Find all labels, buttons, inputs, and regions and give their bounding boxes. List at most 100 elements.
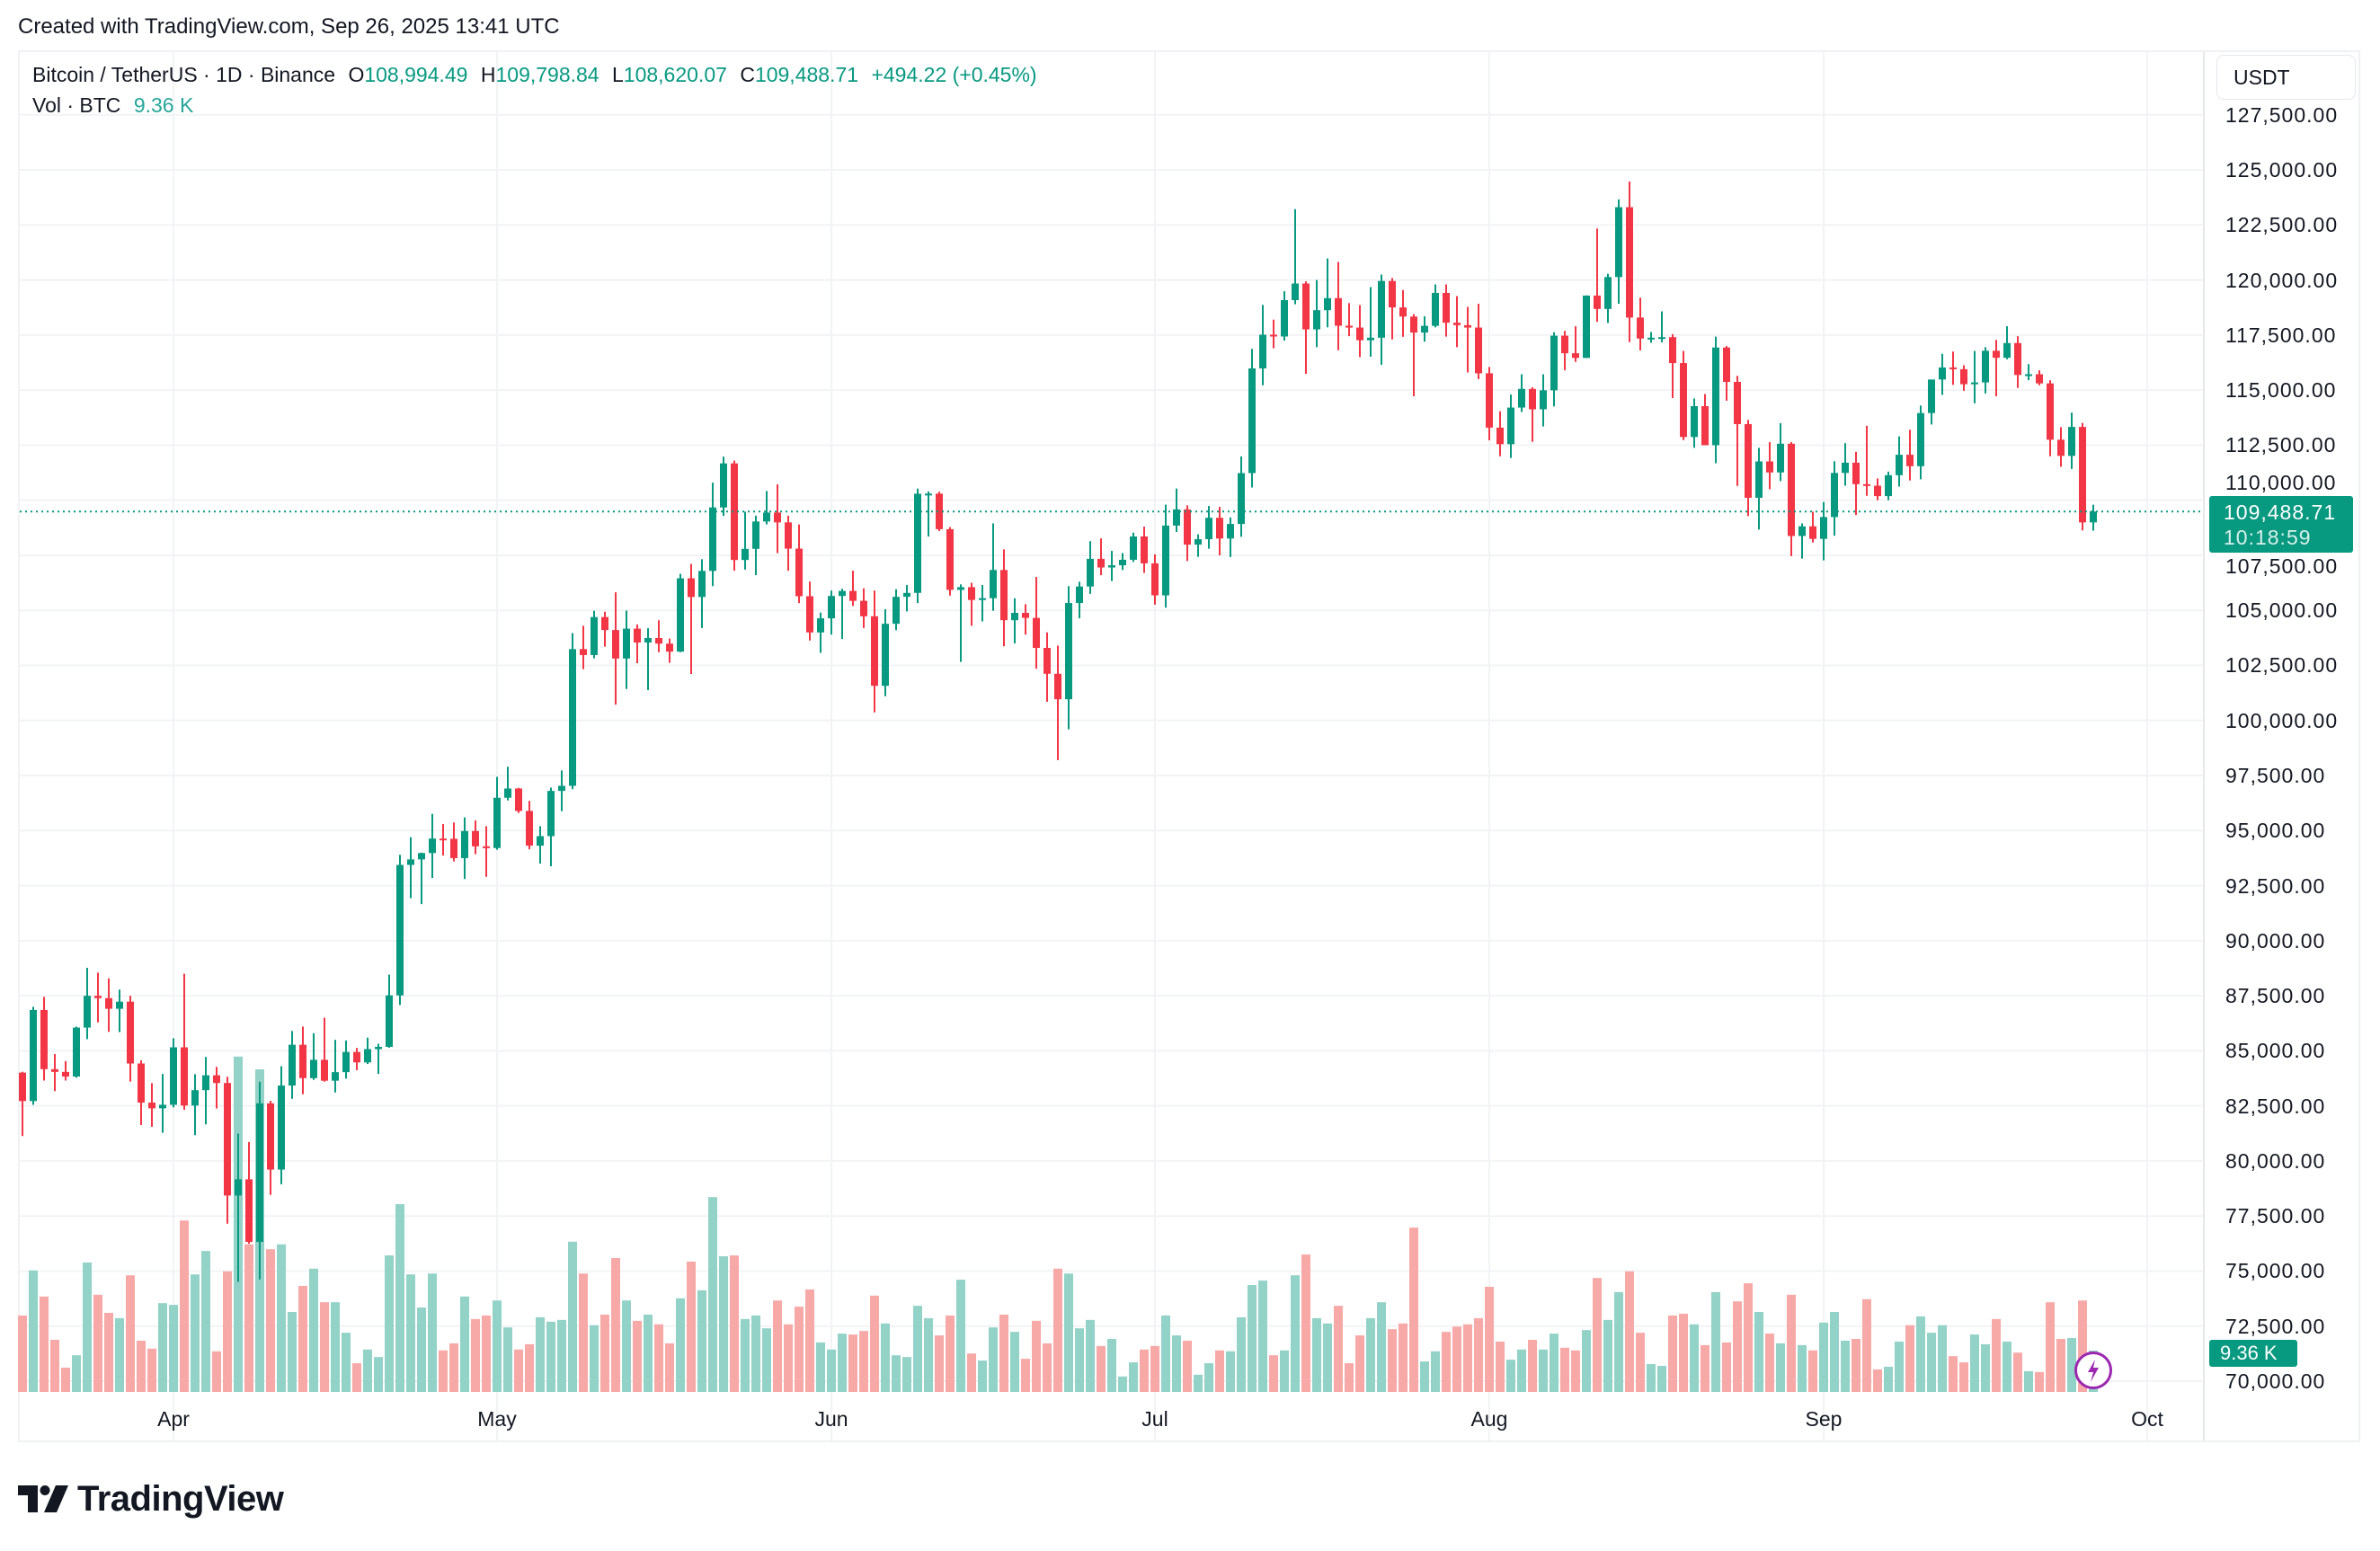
candle-body (1809, 526, 1816, 539)
volume-bar (611, 1258, 620, 1392)
volume-bar (902, 1357, 911, 1392)
volume-bar (1938, 1325, 1947, 1392)
volume-bar (816, 1342, 825, 1392)
volume-bar (1528, 1339, 1537, 1392)
candle-body (817, 618, 824, 633)
candle-body (1863, 483, 1870, 486)
candle-body (1669, 337, 1676, 364)
candle-body (1755, 461, 1763, 498)
price-tick-label: 120,000.00 (2225, 268, 2339, 292)
volume-axis-label: 9.36 K (2209, 1340, 2297, 1367)
candle-body (1788, 443, 1795, 536)
candle-body (148, 1103, 155, 1109)
candle-body (105, 997, 112, 1009)
candle-body (1421, 325, 1428, 333)
candle-body (1734, 381, 1741, 424)
candle-body (94, 996, 102, 998)
candle-body (1906, 455, 1914, 466)
volume-bar (158, 1303, 167, 1392)
candle-body (742, 548, 749, 561)
volume-bar (482, 1315, 491, 1392)
time-tick-label: Jun (814, 1407, 848, 1431)
candle-body (892, 597, 900, 625)
candle-body (256, 1103, 263, 1243)
volume-bar (2024, 1370, 2033, 1392)
volume-bar (633, 1320, 642, 1392)
candle-body (1281, 300, 1288, 337)
high-label: H (480, 63, 496, 86)
symbol-title[interactable]: Bitcoin / TetherUS · 1D · Binance (32, 63, 336, 86)
price-tick-label: 112,500.00 (2225, 433, 2337, 457)
volume-bar (1097, 1345, 1106, 1392)
volume-bar (654, 1324, 663, 1392)
candle-body (1345, 325, 1353, 328)
candle-body (332, 1072, 339, 1081)
price-tick-label: 125,000.00 (2225, 158, 2339, 182)
candle-body (957, 587, 964, 590)
volume-bar (374, 1357, 383, 1392)
candle-body (224, 1083, 231, 1196)
candle-body (1248, 368, 1256, 474)
currency-button[interactable]: USDT (2216, 55, 2356, 100)
volume-bar (180, 1220, 189, 1392)
volume-bar (1312, 1317, 1321, 1392)
volume-bar (1129, 1362, 1138, 1392)
volume-bar (2078, 1300, 2087, 1392)
volume-bar (309, 1268, 318, 1392)
volume-bar (1949, 1356, 1958, 1392)
price-tick-label: 95,000.00 (2225, 819, 2326, 843)
volume-bar (1204, 1363, 1213, 1392)
candle-body (2057, 439, 2065, 456)
volume-bar (406, 1274, 415, 1392)
volume-bar (288, 1312, 297, 1392)
volume-bar (503, 1327, 512, 1392)
volume-bar (1959, 1362, 1968, 1392)
volume-bar (1399, 1323, 1408, 1392)
volume-bar (1237, 1316, 1246, 1392)
volume-bar (697, 1290, 706, 1392)
volume-bar (838, 1334, 847, 1392)
candle-body (1982, 350, 1989, 383)
high-value: 109,798.84 (495, 63, 599, 86)
volume-bar (1798, 1344, 1807, 1392)
volume-bar (999, 1314, 1008, 1392)
candle-body (1960, 368, 1967, 385)
volume-bar (751, 1315, 760, 1392)
volume-bar (967, 1353, 976, 1392)
volume-bar (1021, 1359, 1030, 1392)
price-tick-label: 75,000.00 (2225, 1259, 2326, 1283)
candle-body (1130, 536, 1137, 560)
volume-bar (622, 1300, 631, 1392)
candle-body (1313, 310, 1320, 330)
volume-bar (1258, 1281, 1267, 1392)
volume-bar (1517, 1349, 1526, 1392)
candle-body (752, 521, 759, 549)
volume-bar (342, 1333, 351, 1392)
lightning-icon[interactable] (2074, 1352, 2112, 1389)
volume-bar (40, 1296, 49, 1392)
price-tick-label: 100,000.00 (2225, 708, 2339, 732)
price-tick-label: 110,000.00 (2225, 471, 2337, 494)
candle-body (1432, 292, 1439, 326)
candle-body (472, 830, 479, 846)
volume-bar (1625, 1271, 1634, 1392)
candle-body (2079, 427, 2086, 523)
volume-bar (2046, 1302, 2055, 1392)
candle-body (1896, 455, 1903, 475)
volume-bar (137, 1340, 146, 1392)
tradingview-logo-text: TradingView (77, 1478, 284, 1519)
tradingview-logo[interactable]: TradingView (18, 1478, 284, 1519)
created-with-watermark: Created with TradingView.com, Sep 26, 20… (18, 14, 560, 39)
volume-bar (784, 1324, 793, 1392)
volume-bar (352, 1363, 361, 1392)
candle-body (1065, 603, 1072, 700)
candle-body (1777, 443, 1784, 473)
candle-body (1022, 613, 1029, 618)
volume-legend-label[interactable]: Vol · BTC (32, 93, 121, 117)
candle-body (1205, 518, 1212, 540)
volume-bar (1614, 1291, 1623, 1392)
candle-body (1108, 565, 1115, 568)
price-tick-label: 107,500.00 (2225, 554, 2339, 578)
candle-body (51, 1068, 58, 1072)
